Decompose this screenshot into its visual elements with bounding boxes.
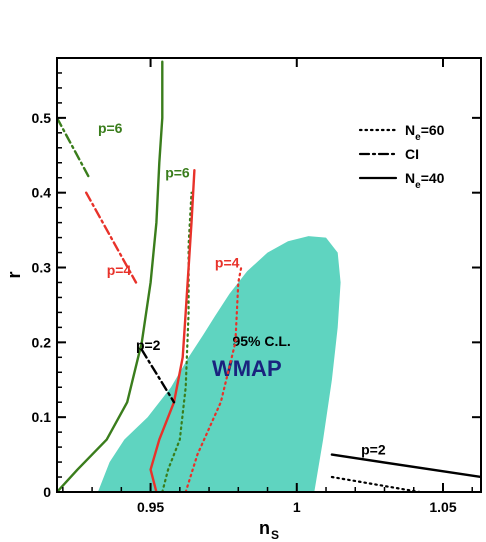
series-red-solid-3 [149, 169, 196, 492]
legend: Ne=60 CI Ne=40 [358, 122, 445, 191]
y-tick-label: 0.3 [32, 260, 52, 276]
y-tick-label: 0 [43, 484, 51, 500]
axes-layer: 0.95 1 1.05 0 0.1 0.2 0.3 0.4 0.5 n Sr [4, 57, 482, 542]
series-green-dashdot-2 [57, 116, 91, 179]
series-green-dotted-1 [161, 191, 193, 492]
x-tick-label: 1 [293, 499, 301, 515]
y-tick-label: 0.5 [32, 110, 52, 126]
y-axis-label: r [4, 271, 24, 278]
plot-frame [56, 57, 482, 493]
series-black-dotted-7 [330, 475, 421, 492]
annotation-layer: p=6 p=6 p=4 p=4 p=2 p=2 [98, 120, 386, 458]
y-tick-label: 0.1 [32, 409, 52, 425]
series-black-dashdot-6 [140, 348, 176, 404]
x-tick-label: 0.95 [137, 499, 164, 515]
region-wmap-label: WMAP [212, 356, 282, 381]
x-axis-label-subscript: S [271, 528, 279, 542]
series-black-solid-8 [330, 453, 481, 479]
x-axis-label: n [259, 518, 270, 538]
legend-label-0: Ne=60 [405, 122, 445, 143]
series-red-dashdot-5 [85, 191, 138, 284]
wmap-95cl-region [97, 236, 341, 492]
region-layer: 95% C.L. WMAP [97, 236, 341, 492]
curve-label-red-2: p=4 [107, 262, 132, 278]
curve-label-green-1: p=6 [165, 165, 190, 181]
y-tick-label: 0.2 [32, 334, 52, 350]
x-tick-label: 1.05 [429, 499, 456, 515]
curve-label-black-5: p=2 [361, 442, 386, 458]
y-tick-label: 0.4 [32, 185, 52, 201]
series-red-dotted-4 [184, 266, 243, 492]
curve-label-black-4: p=2 [136, 337, 161, 353]
curve-label-red-3: p=4 [215, 255, 240, 271]
legend-label-2: Ne=40 [405, 170, 445, 191]
series-green-solid-0 [57, 60, 164, 492]
legend-label-1: CI [405, 146, 419, 162]
region-cl-label: 95% C.L. [232, 333, 290, 349]
curve-label-green-0: p=6 [98, 120, 123, 136]
series-layer [57, 60, 481, 492]
